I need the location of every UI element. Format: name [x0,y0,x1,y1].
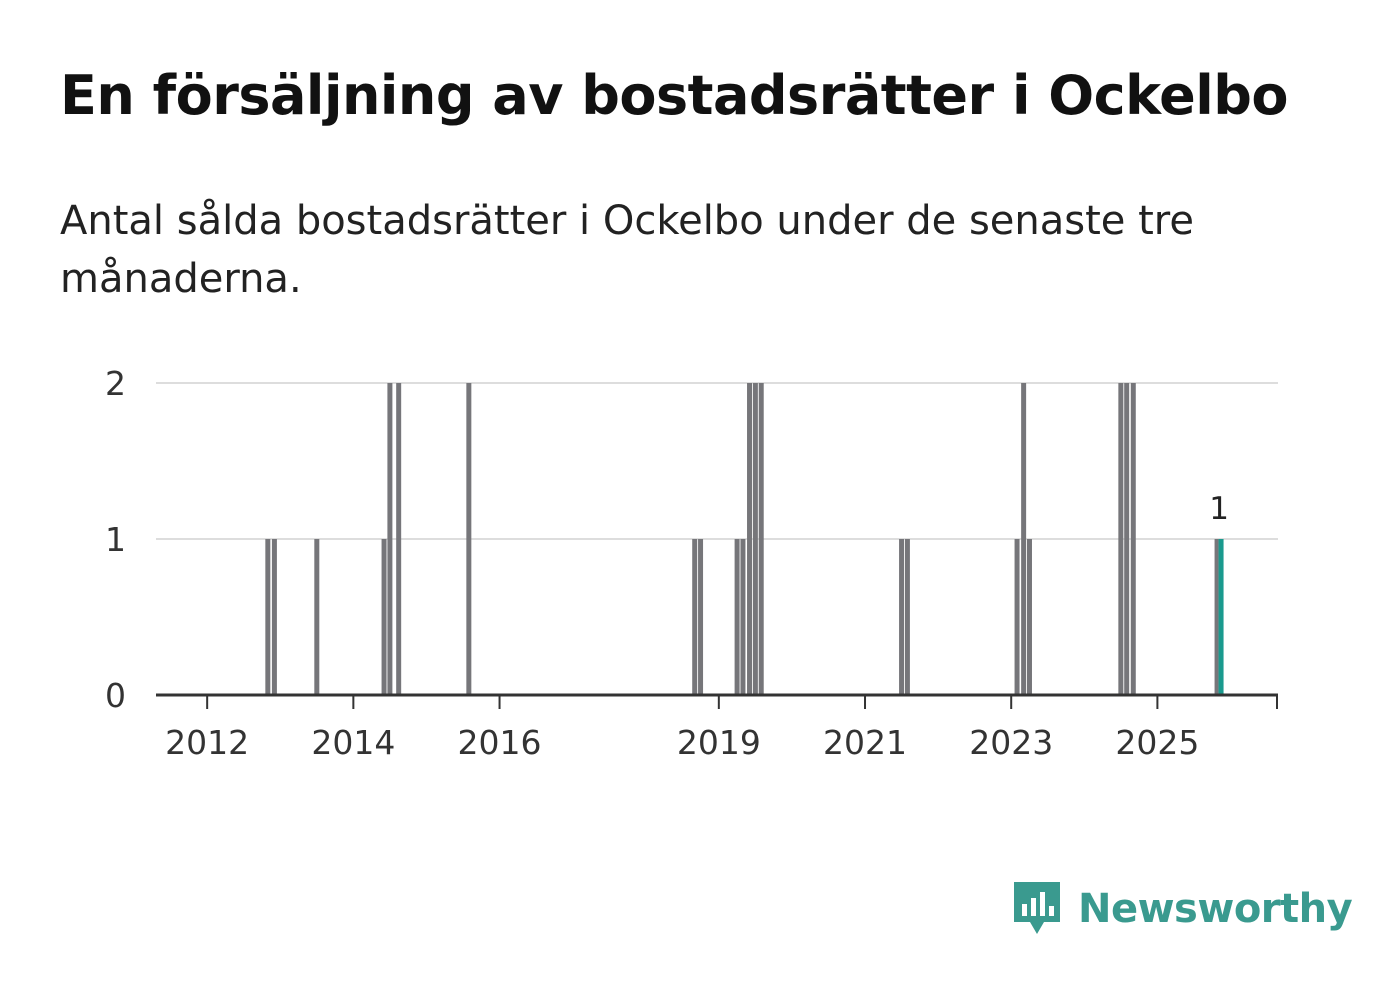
bar [314,539,320,695]
bar [1021,383,1027,695]
bar [1014,539,1020,695]
chart-subtitle: Antal sålda bostadsrätter i Ockelbo unde… [60,198,1194,302]
bar [904,539,910,695]
brand-name: Newsworthy [1078,886,1353,932]
bar [752,383,758,695]
bar [692,539,698,695]
bar [396,383,402,695]
x-tick-label: 2019 [677,723,761,762]
y-tick-label: 0 [105,676,126,715]
bar [734,539,740,695]
bar [1214,539,1219,695]
gridlines [156,382,1278,540]
bar [387,383,393,695]
bar [265,539,271,695]
newsworthy-logo-icon [1014,882,1060,934]
bar [271,539,277,695]
bar [698,539,704,695]
bar [381,539,387,695]
labels: 0 1 2 1 2012 2014 2016 2019 2021 2023 2025 [105,364,1229,762]
x-tick-label: 2025 [1115,723,1199,762]
y-tick-label: 1 [105,520,126,559]
bar [899,539,905,695]
x-tick-label: 2021 [823,723,907,762]
bar [747,383,753,695]
bar [466,383,472,695]
bar [1118,383,1124,695]
chart-title: En försäljning av bostadsrätter i Ockelb… [60,64,1289,127]
bar [740,539,746,695]
bar [1124,383,1130,695]
bar [1130,383,1136,695]
bar [758,383,764,695]
newsworthy-logo: Newsworthy [1010,876,1353,942]
x-tick-label: 2012 [165,723,249,762]
x-tick-label: 2023 [969,723,1053,762]
bars [265,383,1224,695]
bar [1026,539,1032,695]
highlight-bar [1218,539,1224,695]
axes [156,693,1278,709]
x-tick-label: 2014 [311,723,395,762]
x-tick-label: 2016 [458,723,542,762]
data-label: 1 [1209,491,1229,527]
y-tick-label: 2 [105,364,126,403]
